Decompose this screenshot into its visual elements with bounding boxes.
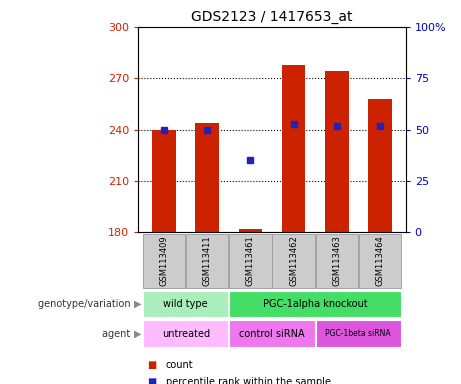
Bar xyxy=(272,233,315,288)
Text: ▶: ▶ xyxy=(134,328,141,339)
Bar xyxy=(239,229,262,232)
Bar xyxy=(152,130,176,232)
Text: agent: agent xyxy=(102,328,134,339)
Text: GSM113462: GSM113462 xyxy=(289,235,298,286)
Text: wild type: wild type xyxy=(164,299,208,309)
Text: ■: ■ xyxy=(148,377,157,384)
Bar xyxy=(229,233,272,288)
Bar xyxy=(282,65,306,232)
Text: GSM113461: GSM113461 xyxy=(246,235,255,286)
Text: ■: ■ xyxy=(148,360,157,370)
Text: count: count xyxy=(166,360,194,370)
Bar xyxy=(229,320,315,347)
Text: PGC-1alpha knockout: PGC-1alpha knockout xyxy=(263,299,367,309)
Bar xyxy=(368,99,392,232)
Text: GSM113463: GSM113463 xyxy=(332,235,341,286)
Bar xyxy=(143,320,229,347)
Text: GSM113411: GSM113411 xyxy=(203,236,212,286)
Text: GSM113464: GSM113464 xyxy=(375,235,384,286)
Bar xyxy=(315,233,358,288)
Text: untreated: untreated xyxy=(162,328,210,339)
Bar xyxy=(186,233,229,288)
Bar xyxy=(195,123,219,232)
Text: ▶: ▶ xyxy=(134,299,141,309)
Bar xyxy=(315,320,401,347)
Text: percentile rank within the sample: percentile rank within the sample xyxy=(166,377,331,384)
Bar xyxy=(359,233,401,288)
Bar xyxy=(229,291,401,317)
Text: PGC-1beta siRNA: PGC-1beta siRNA xyxy=(325,329,391,338)
Text: GSM113409: GSM113409 xyxy=(160,236,169,286)
Bar xyxy=(325,71,349,232)
Bar xyxy=(143,233,185,288)
Title: GDS2123 / 1417653_at: GDS2123 / 1417653_at xyxy=(191,10,353,25)
Text: genotype/variation: genotype/variation xyxy=(38,299,134,309)
Text: control siRNA: control siRNA xyxy=(239,328,305,339)
Bar xyxy=(143,291,229,317)
